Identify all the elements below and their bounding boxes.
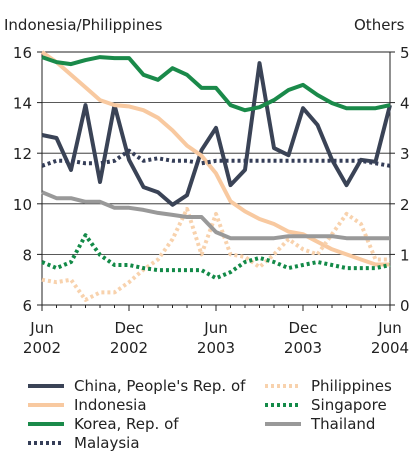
y-tick-label: 16 <box>13 44 32 62</box>
x-tick-label-line: 2003 <box>284 339 322 357</box>
x-tick-label: Jun 2004 <box>371 319 409 357</box>
y-tick-label: 6 <box>22 297 32 315</box>
y-tick-label: 8 <box>22 246 32 264</box>
y-tick-label: 10 <box>13 196 32 214</box>
series-line <box>40 50 390 267</box>
legend-label: Korea, Rep. of <box>74 415 179 433</box>
legend-label: Singapore <box>311 396 387 414</box>
x-tick-label-line: Dec <box>288 319 317 337</box>
series-line <box>41 55 391 113</box>
legend-label: Malaysia <box>74 434 140 451</box>
legend-label: China, People's Rep. of <box>74 377 246 395</box>
y2-tick-label: 0 <box>400 297 410 315</box>
x-tick-label-line: 2004 <box>371 339 409 357</box>
y-tick-label: 12 <box>13 145 32 163</box>
legend-label: Indonesia <box>74 396 147 414</box>
y2-tick-label: 5 <box>400 44 410 62</box>
series-line <box>41 148 391 168</box>
y2-tick-label: 3 <box>400 145 410 163</box>
x-tick-label: Dec 2003 <box>284 319 322 357</box>
y2-tick-label: 1 <box>400 246 410 264</box>
y2-tick-label: 2 <box>400 196 410 214</box>
y-axis-label: Indonesia/Philippines <box>4 16 163 34</box>
series-line <box>41 61 392 207</box>
x-tick-label-line: Dec <box>114 319 143 337</box>
x-tick-label-line: Jun <box>29 319 53 337</box>
x-tick-label-line: 2003 <box>197 339 235 357</box>
series-line <box>41 233 391 281</box>
x-tick-label: Jun 2003 <box>197 319 235 357</box>
y2-tick-label: 4 <box>400 95 410 113</box>
x-tick-label: Dec 2002 <box>110 319 148 357</box>
y2-axis-label: Others <box>354 16 405 34</box>
x-tick-label-line: Jun <box>203 319 227 337</box>
x-tick-label: Jun 2002 <box>23 319 61 357</box>
x-tick-label-line: 2002 <box>110 339 148 357</box>
x-tick-label-line: 2002 <box>23 339 61 357</box>
y-tick-label: 14 <box>13 95 32 113</box>
x-tick-label-line: Jun <box>377 319 401 337</box>
legend-label: Philippines <box>311 377 392 395</box>
series-line <box>41 190 390 241</box>
legend-label: Thailand <box>310 415 375 433</box>
